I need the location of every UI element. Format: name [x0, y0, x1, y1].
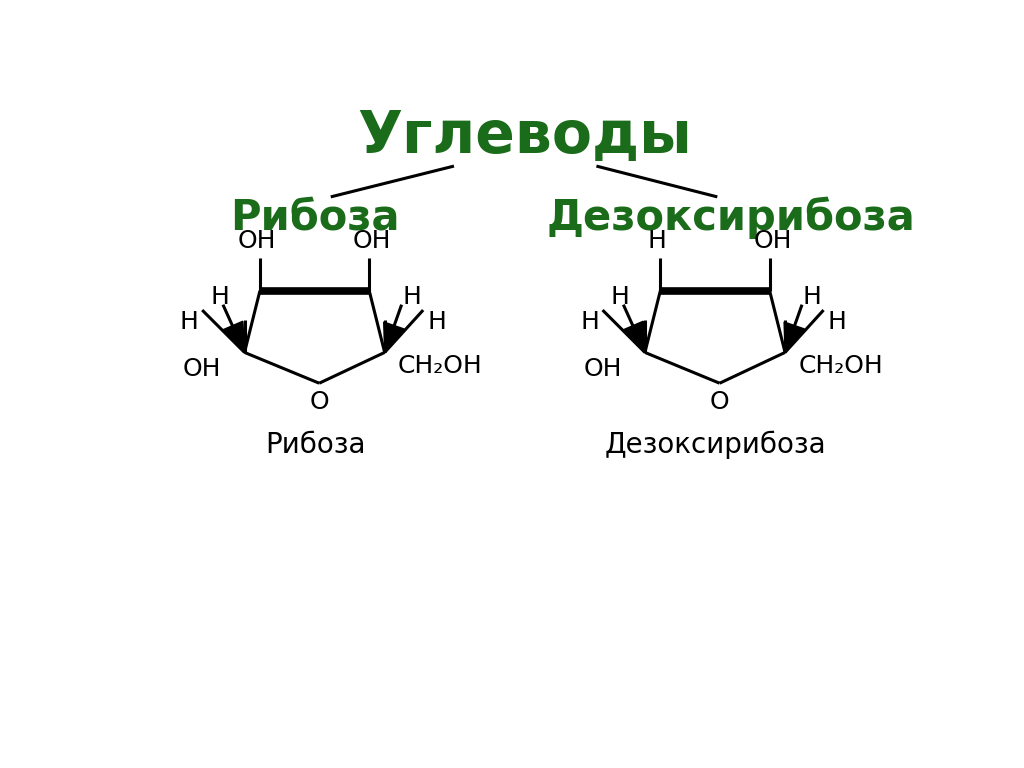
Text: H: H [179, 310, 199, 333]
Polygon shape [223, 321, 245, 353]
Text: OH: OH [353, 229, 391, 253]
Text: CH₂OH: CH₂OH [798, 354, 883, 379]
Text: H: H [803, 285, 821, 309]
Text: O: O [710, 389, 729, 414]
Text: H: H [211, 285, 229, 309]
Text: H: H [428, 310, 446, 333]
Text: OH: OH [183, 357, 221, 382]
Text: H: H [828, 310, 847, 333]
Text: H: H [648, 229, 667, 253]
Text: OH: OH [754, 229, 792, 253]
Text: H: H [580, 310, 599, 333]
Text: OH: OH [238, 229, 276, 253]
Text: CH₂OH: CH₂OH [397, 354, 482, 379]
Polygon shape [384, 322, 404, 353]
Text: Углеводы: Углеводы [357, 108, 692, 165]
Polygon shape [784, 322, 805, 353]
Text: Дезоксирибоза: Дезоксирибоза [547, 197, 915, 239]
Text: O: O [309, 389, 329, 414]
Text: Дезоксирибоза: Дезоксирибоза [605, 431, 826, 459]
Text: Рибоза: Рибоза [265, 431, 366, 458]
Text: Рибоза: Рибоза [230, 197, 400, 239]
Text: OH: OH [584, 357, 622, 382]
Text: H: H [611, 285, 630, 309]
Text: H: H [402, 285, 421, 309]
Polygon shape [624, 321, 645, 353]
